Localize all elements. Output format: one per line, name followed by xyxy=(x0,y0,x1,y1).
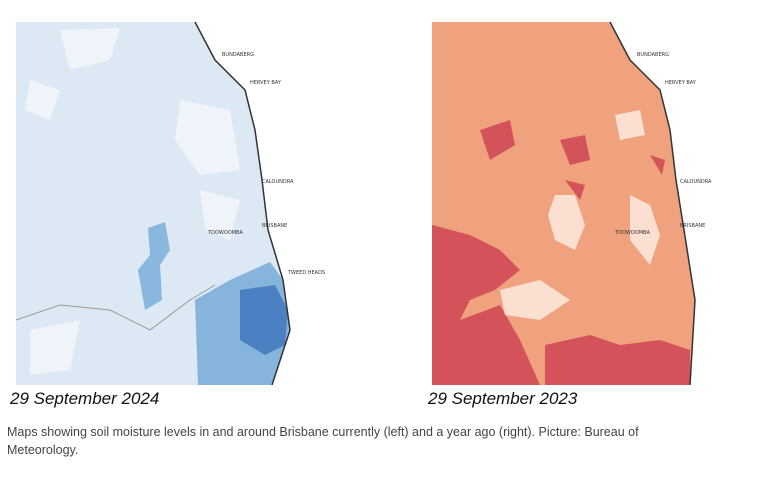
very-wet-region xyxy=(240,285,288,355)
maps: BUNDABERG HERVEY BAY CALOUNDRA BRISBANE … xyxy=(9,21,712,408)
place-label: CALOUNDRA xyxy=(680,179,712,185)
place-label: TOOWOOMBA xyxy=(207,230,243,236)
wet-region xyxy=(138,222,170,310)
moist-patch xyxy=(500,110,660,320)
place-label: TOOWOOMBA xyxy=(614,230,650,236)
place-label: TWEED HEADS xyxy=(287,270,325,276)
map-2023: BUNDABERG HERVEY BAY CALOUNDRA BRISBANE … xyxy=(427,21,712,408)
place-label: BRISBANE xyxy=(262,223,287,229)
place-label: BRISBANE xyxy=(680,223,705,229)
map-date: 29 September 2023 xyxy=(427,389,578,408)
place-label: HERVEY BAY xyxy=(250,80,282,86)
place-label: HERVEY BAY xyxy=(665,80,697,86)
map-2024: BUNDABERG HERVEY BAY CALOUNDRA BRISBANE … xyxy=(9,21,376,408)
place-label: CALOUNDRA xyxy=(262,179,294,185)
coastline xyxy=(194,21,291,386)
map-date: 29 September 2024 xyxy=(9,389,159,408)
coastline xyxy=(609,21,696,386)
very-dry-patch xyxy=(480,120,665,200)
state-border xyxy=(15,284,216,331)
very-dry-region xyxy=(545,335,690,385)
very-dry-region xyxy=(432,225,540,385)
dry-patch xyxy=(25,28,240,375)
place-label: BUNDABERG xyxy=(637,52,669,58)
place-label: BUNDABERG xyxy=(222,52,254,58)
caption: Maps showing soil moisture levels in and… xyxy=(7,425,639,457)
